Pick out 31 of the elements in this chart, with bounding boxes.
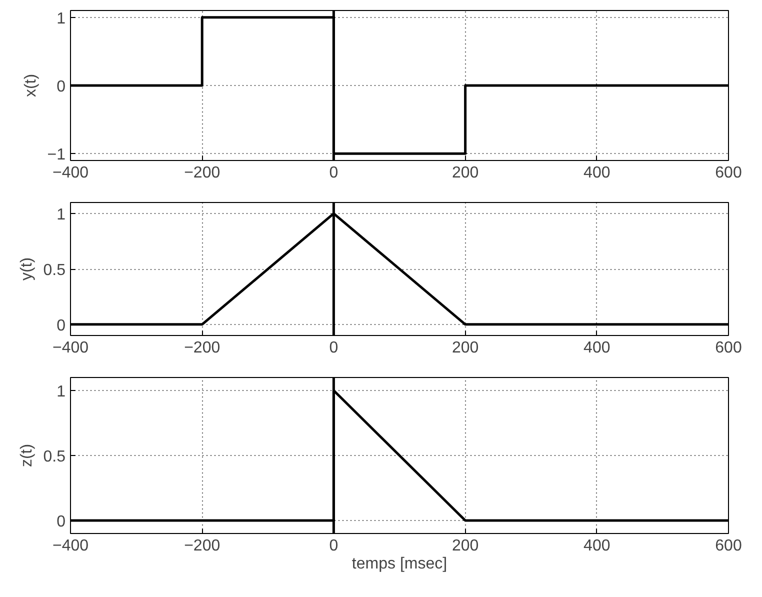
x-tick-label: 0	[329, 340, 338, 356]
y-axis-title: z(t)	[18, 444, 36, 468]
x-tick-label: −200	[184, 538, 220, 554]
x-tick-label: −200	[184, 340, 220, 356]
y-tick-label: 0	[56, 514, 66, 530]
y-tick-label: 1	[56, 206, 66, 224]
x-tick-label: −400	[52, 340, 89, 356]
x-tick-label: 200	[452, 340, 479, 356]
y-tick-label: 0.5	[43, 448, 66, 466]
x-tick-label: −400	[52, 538, 89, 554]
x-tick-label: 400	[584, 164, 610, 182]
x-tick-label: 0	[329, 164, 338, 182]
x-tick-label: −200	[184, 164, 220, 182]
y-axis-title: y(t)	[18, 257, 36, 281]
x-tick-label: 600	[715, 340, 742, 356]
x-axis-title: temps [msec]	[352, 556, 448, 572]
x-tick-label: 400	[584, 538, 610, 554]
x-tick-label: 0	[329, 538, 338, 554]
y-tick-label: −1	[47, 146, 66, 164]
x-tick-label: 400	[584, 340, 610, 356]
y-axis-title: x(t)	[22, 74, 40, 98]
y-tick-label: 0	[56, 317, 66, 334]
x-tick-label: 600	[715, 538, 742, 554]
x-tick-label: 200	[452, 164, 479, 182]
y-tick-label: 0	[56, 78, 66, 96]
y-tick-label: 0.5	[43, 262, 66, 279]
x-tick-label: −400	[52, 164, 89, 182]
x-tick-label: 200	[452, 538, 479, 554]
x-tick-label: 600	[715, 164, 742, 182]
y-tick-label: 1	[56, 10, 66, 28]
y-tick-label: 1	[56, 384, 66, 400]
